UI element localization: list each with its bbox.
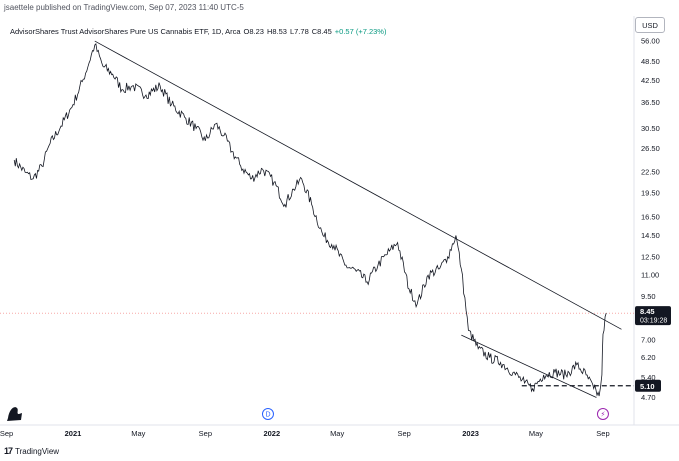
footer-brand-label: TradingView [15, 446, 60, 456]
dividend-event-icon[interactable]: D [261, 408, 274, 420]
price-line-series [13, 43, 607, 397]
dividend-marker-letter: D [265, 412, 270, 419]
y-tick-label: 22.50 [641, 168, 660, 177]
last-price-badge: 8.45 03:19:28 [635, 306, 671, 326]
y-tick-label: 19.50 [641, 188, 660, 197]
x-tick-label: 2022 [263, 429, 280, 438]
x-tick-label: May [330, 429, 344, 438]
x-tick-label: May [529, 429, 543, 438]
y-tick-label: 16.50 [641, 212, 660, 221]
y-tick-label: 9.50 [641, 292, 656, 301]
level-price-label: 5.10 [640, 382, 655, 391]
wave-icon [7, 407, 22, 421]
symbol-title[interactable]: AdvisorShares Trust AdvisorShares Pure U… [10, 27, 241, 36]
footer-branding: 17 TradingView [4, 446, 59, 456]
x-tick-label: 2023 [462, 429, 479, 438]
time-axis[interactable]: Sep 2021 May Sep 2022 May Sep 2023 May Sep [0, 424, 679, 438]
last-price-badge-bg [635, 306, 671, 326]
x-tick-label: Sep [596, 429, 609, 438]
y-tick-label: 26.50 [641, 144, 660, 153]
y-tick-label: 11.00 [641, 271, 659, 280]
level-price-badge: 5.10 [635, 379, 661, 392]
tradingview-logo-icon: 17 [4, 446, 13, 456]
x-tick-label: Sep [199, 429, 212, 438]
y-tick-label: 5.40 [641, 373, 656, 382]
close-value: C8.45 [311, 27, 332, 36]
change-value: +0.57 (+7.23%) [334, 27, 387, 36]
lower-channel-line[interactable] [461, 334, 597, 398]
last-price-label: 8.45 [640, 307, 655, 316]
x-tick-label: May [131, 429, 145, 438]
x-tick-label: Sep [0, 429, 13, 438]
currency-selector[interactable]: USD [635, 17, 665, 33]
y-tick-label: 42.50 [641, 76, 660, 85]
y-tick-label: 6.20 [641, 353, 656, 362]
publisher-line: jsaettele published on TradingView.com, … [4, 3, 244, 12]
open-value: O8.23 [243, 27, 264, 36]
level-price-badge-bg [635, 379, 661, 392]
dividend-marker-circle [261, 408, 274, 420]
descending-trendline[interactable] [94, 40, 622, 330]
split-event-icon[interactable]: ⚡ [596, 408, 609, 420]
y-tick-label: 14.50 [641, 231, 660, 240]
y-tick-label: 36.50 [641, 98, 660, 107]
x-tick-label: 2021 [65, 429, 82, 438]
y-tick-label: 30.50 [641, 124, 660, 133]
y-tick-label: 56.00 [641, 37, 660, 46]
split-marker-circle [596, 408, 609, 420]
split-marker-glyph: ⚡ [600, 411, 605, 419]
y-tick-label: 7.00 [641, 336, 656, 345]
bar-countdown-label: 03:19:28 [640, 318, 667, 325]
y-tick-label: 4.70 [641, 393, 656, 402]
symbol-legend: AdvisorShares Trust AdvisorShares Pure U… [10, 27, 386, 36]
high-value: H8.53 [266, 27, 287, 36]
low-value: L7.78 [289, 27, 309, 36]
y-tick-label: 48.50 [641, 57, 660, 66]
x-tick-label: Sep [397, 429, 410, 438]
y-tick-label: 12.50 [641, 252, 660, 261]
price-axis[interactable]: 56.00 48.50 42.50 36.50 30.50 26.50 22.50 19.50… [633, 16, 660, 425]
